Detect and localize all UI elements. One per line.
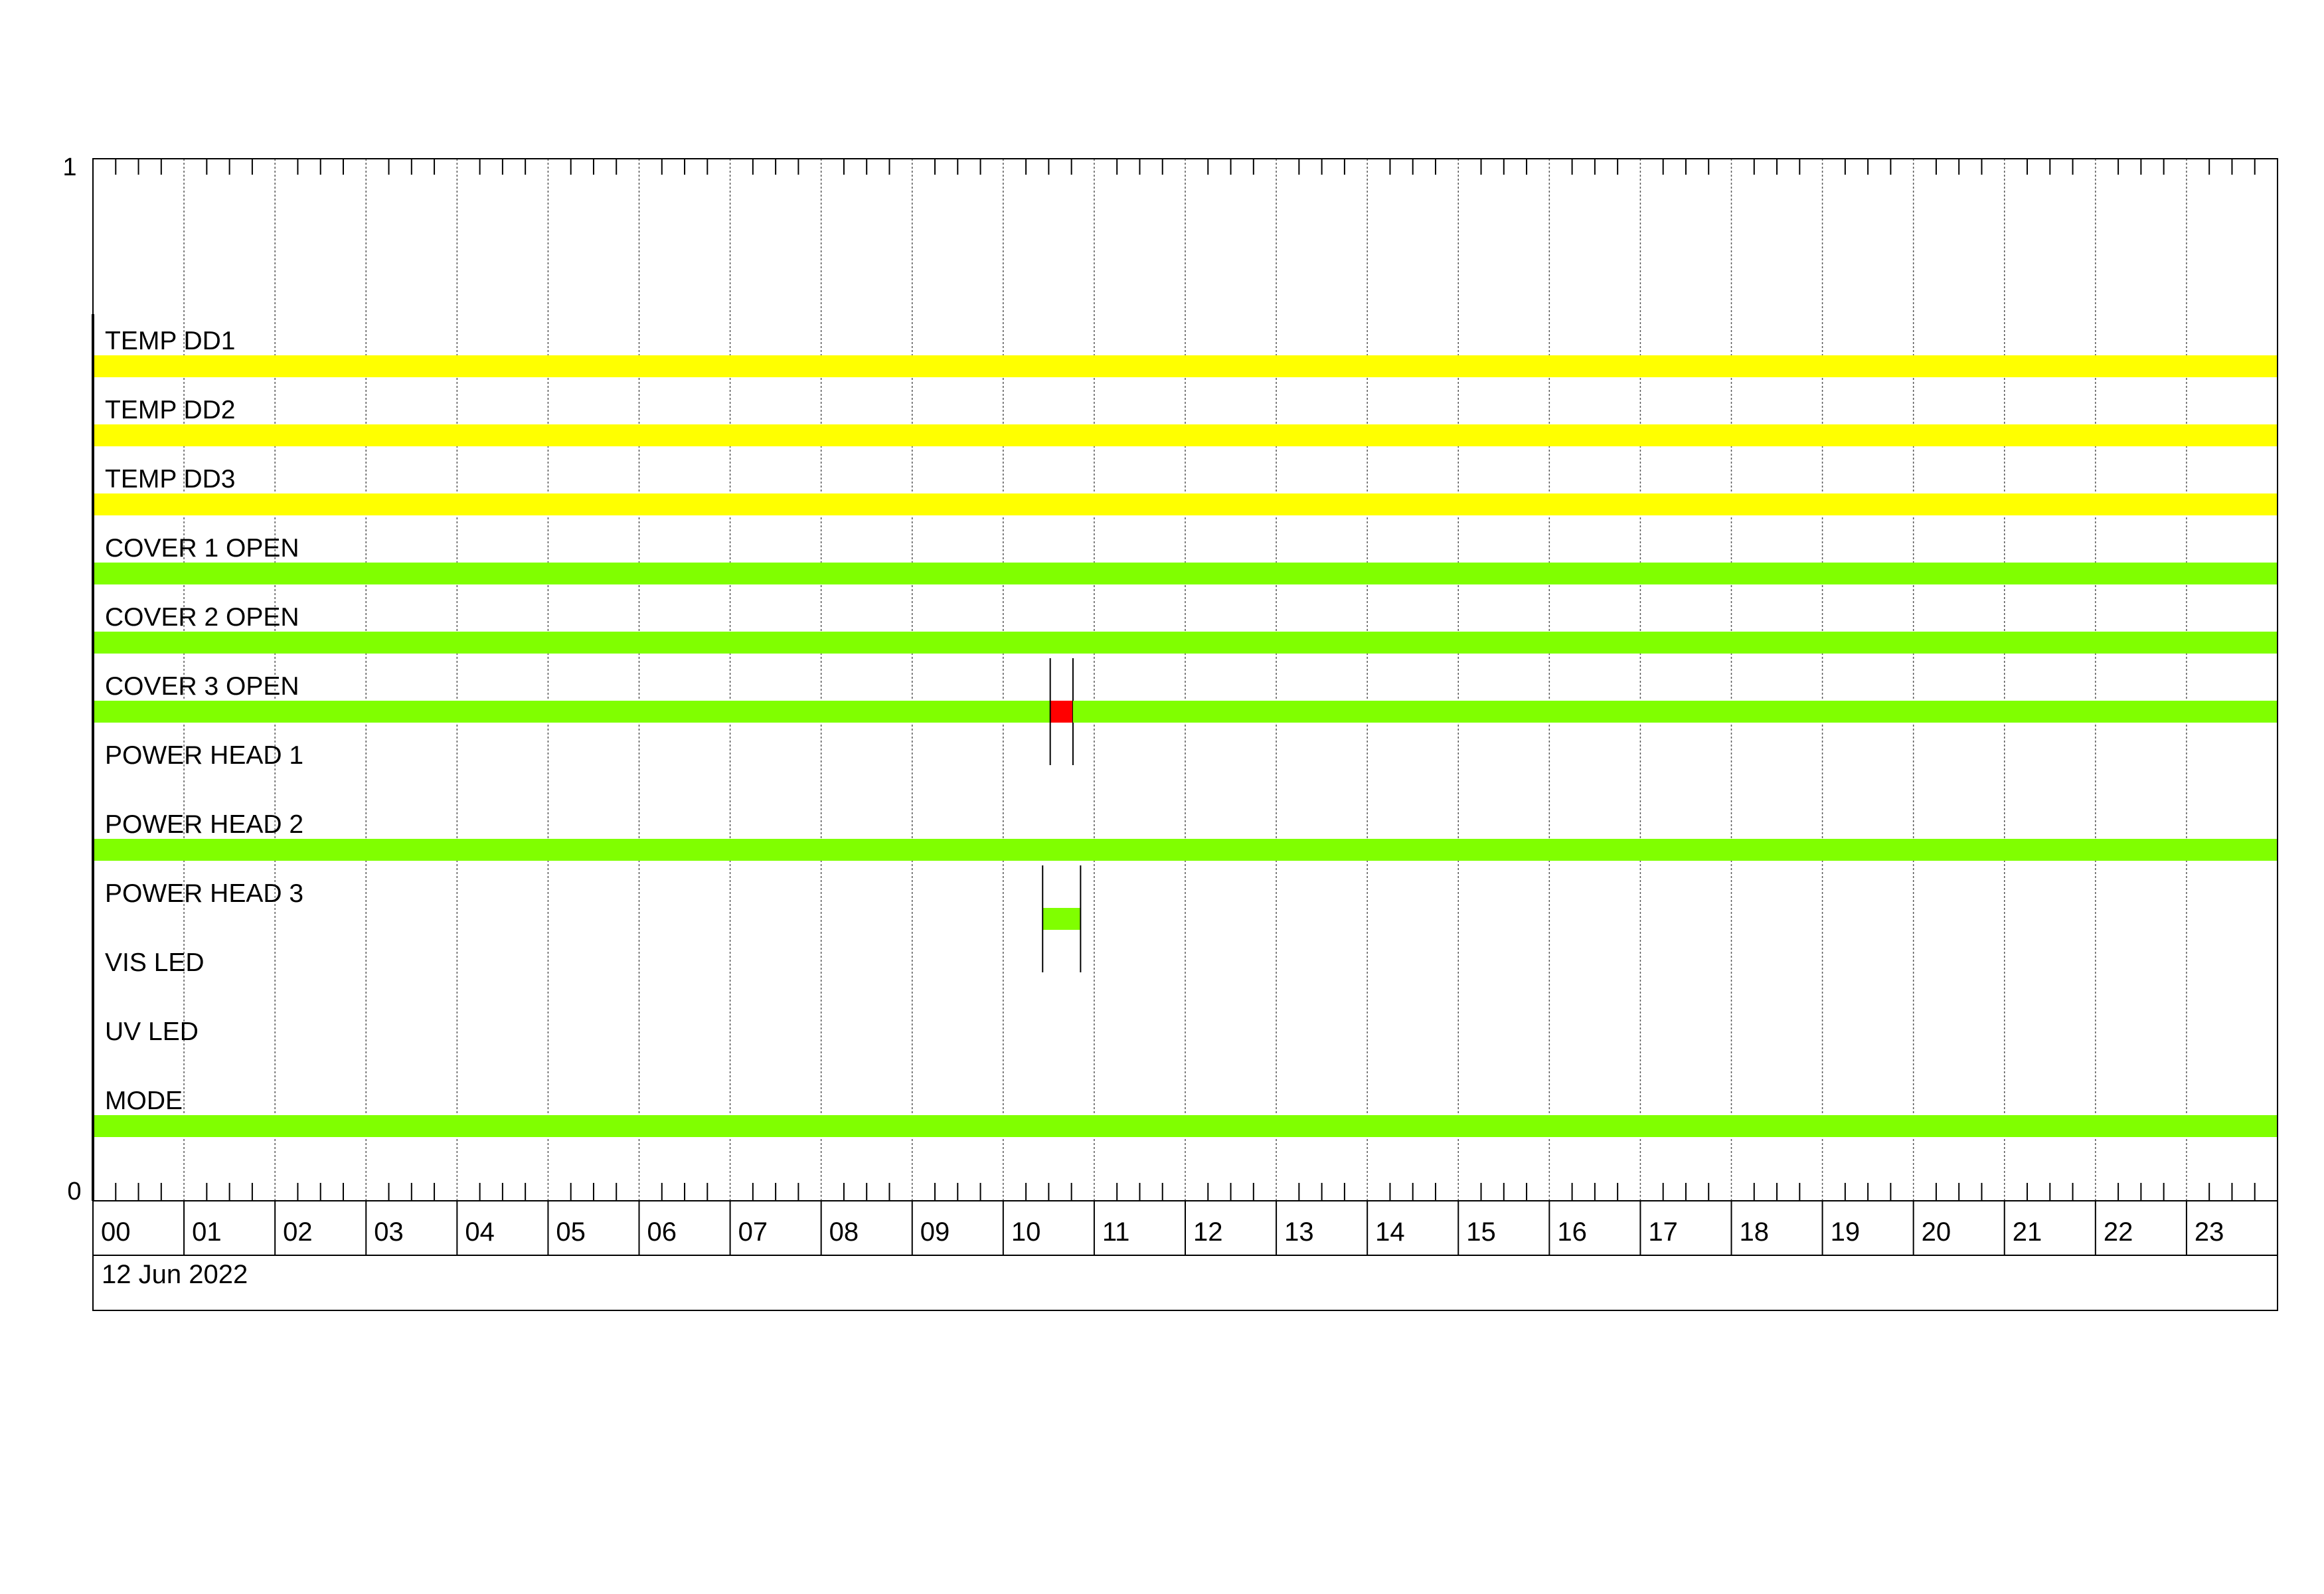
x-tick-label: 15	[1466, 1217, 1496, 1247]
x-tick-label: 00	[101, 1217, 131, 1247]
x-tick-label: 09	[920, 1217, 950, 1247]
y-top-label: 1	[62, 153, 76, 181]
row-bars	[93, 355, 2278, 1137]
x-tick-label: 10	[1011, 1217, 1041, 1247]
row-segment	[93, 493, 2278, 515]
row-segment	[1050, 701, 1073, 723]
y-bottom-label: 0	[67, 1178, 81, 1205]
date-label: 12 Jun 2022	[102, 1260, 248, 1289]
row-segment	[1042, 908, 1081, 930]
x-tick-label: 20	[1922, 1217, 1951, 1247]
x-tick-label: 04	[465, 1217, 495, 1247]
row-segment	[93, 701, 1050, 723]
row-segment	[1072, 701, 2278, 723]
row-label: MODE	[105, 1087, 183, 1115]
row-segment	[93, 563, 2278, 584]
row-segment	[93, 839, 2278, 861]
row-segment	[93, 1115, 2278, 1137]
x-tick-label: 13	[1284, 1217, 1314, 1247]
x-tick-label: 07	[738, 1217, 768, 1247]
x-tick-label: 16	[1557, 1217, 1587, 1247]
row-label: UV LED	[105, 1018, 199, 1046]
x-tick-label: 17	[1648, 1217, 1678, 1247]
x-tick-label: 08	[829, 1217, 859, 1247]
x-tick-label: 06	[647, 1217, 677, 1247]
row-label: POWER HEAD 1	[105, 741, 303, 770]
row-label: TEMP DD1	[105, 327, 236, 355]
row-segment	[93, 632, 2278, 654]
x-tick-label: 03	[374, 1217, 404, 1247]
x-tick-label: 11	[1102, 1217, 1130, 1247]
row-label: TEMP DD2	[105, 396, 236, 424]
row-label: POWER HEAD 3	[105, 879, 303, 908]
x-tick-label: 23	[2195, 1217, 2224, 1247]
axes: 00 01 02 03 04 05 06 07 08 09 10 11 12 13 14 15 16 17 18 19…	[92, 158, 2278, 1311]
row-label: VIS LED	[105, 948, 205, 977]
row-label: COVER 3 OPEN	[105, 672, 299, 701]
x-tick-label: 18	[1740, 1217, 1770, 1247]
x-tick-label: 01	[192, 1217, 222, 1247]
x-tick-label: 22	[2104, 1217, 2133, 1247]
x-tick-label: 02	[283, 1217, 313, 1247]
row-labels: TEMP DD1 TEMP DD2 TEMP DD3 COVER 1 OPEN COVE…	[105, 327, 303, 1115]
row-label: TEMP DD3	[105, 465, 236, 493]
x-tick-label: 19	[1831, 1217, 1861, 1247]
x-tick-label: 21	[2013, 1217, 2042, 1247]
x-tick-label: 12	[1193, 1217, 1223, 1247]
x-tick-label: 05	[556, 1217, 586, 1247]
x-tick-label: 14	[1375, 1217, 1405, 1247]
row-segment	[93, 355, 2278, 377]
row-label: COVER 1 OPEN	[105, 534, 299, 563]
row-segment	[93, 424, 2278, 446]
row-label: POWER HEAD 2	[105, 810, 303, 839]
row-label: COVER 2 OPEN	[105, 603, 299, 632]
